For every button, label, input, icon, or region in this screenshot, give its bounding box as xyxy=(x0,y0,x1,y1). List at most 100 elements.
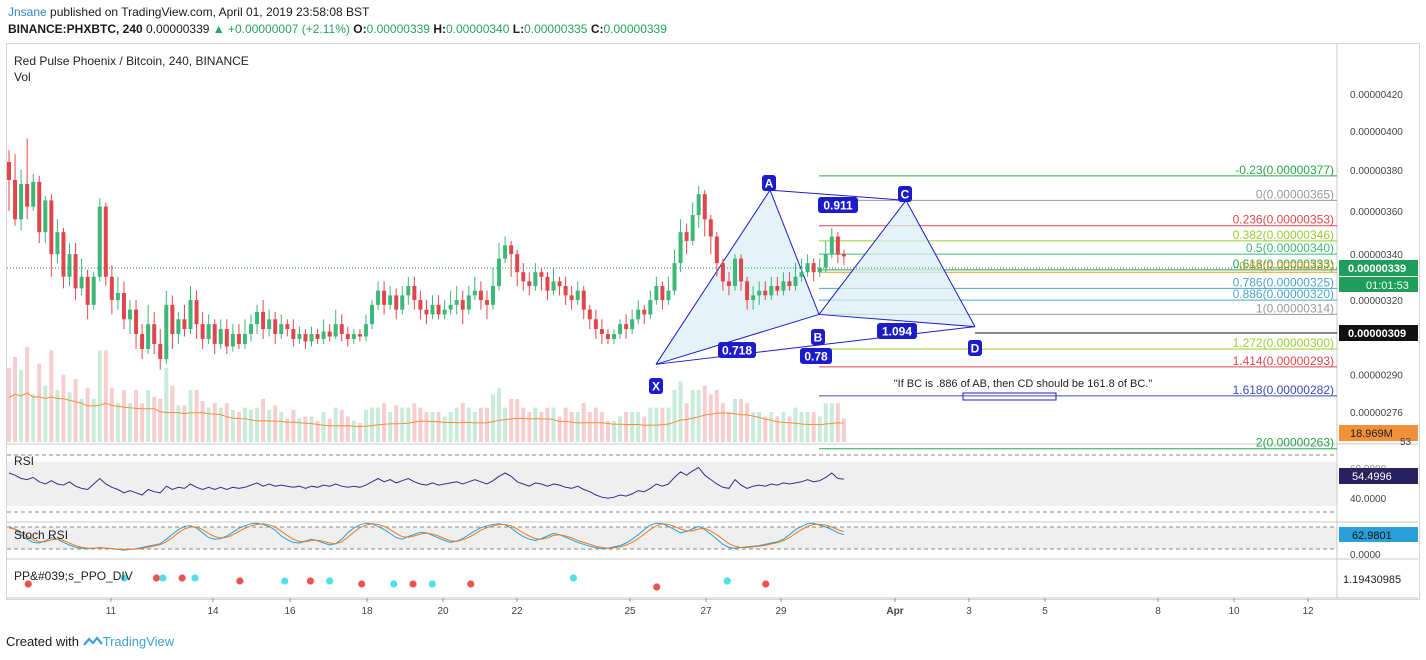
volume-bar xyxy=(176,405,181,442)
candle-body xyxy=(636,309,641,320)
last-price-badge xyxy=(1339,260,1418,276)
pattern-ratio-label: 1.094 xyxy=(882,325,912,339)
chart-frame[interactable] xyxy=(6,43,1420,600)
volume-bar xyxy=(424,412,429,442)
volume-bar xyxy=(751,412,756,442)
volume-bar xyxy=(97,350,102,442)
volume-bar xyxy=(406,407,411,442)
candle-body xyxy=(739,258,744,282)
candle-body xyxy=(726,281,731,287)
candle-body xyxy=(811,263,816,273)
volume-bar xyxy=(678,381,683,442)
volume-bar xyxy=(164,368,169,442)
volume-bar xyxy=(787,416,792,442)
volume-bar xyxy=(109,387,114,442)
pattern-point-c-bg xyxy=(898,186,912,202)
volume-bar xyxy=(13,357,18,442)
ppo-bull-dot xyxy=(281,577,289,585)
volume-bar xyxy=(733,398,737,442)
candle-body xyxy=(799,272,804,277)
countdown-badge xyxy=(1339,277,1418,292)
candle-body xyxy=(255,312,260,325)
price-tick-label: 0.00000320 xyxy=(1350,296,1403,307)
fib-level-label: 0(0.00000365) xyxy=(1256,187,1334,201)
volume-bar xyxy=(303,416,308,442)
candle-body xyxy=(345,333,350,339)
stoch-tick-0: 0.0000 xyxy=(1350,550,1381,561)
volume-bar xyxy=(236,412,241,442)
candle-body xyxy=(267,319,272,330)
candle-body xyxy=(509,245,514,255)
volume-bar xyxy=(242,407,247,442)
candlesticks xyxy=(7,138,846,370)
open-label: O: xyxy=(353,22,367,36)
candle-body xyxy=(618,324,623,334)
publish-info: Jnsane published on TradingView.com, Apr… xyxy=(8,5,369,19)
candle-body xyxy=(315,333,320,339)
candle-body xyxy=(7,161,11,180)
ppo-bull-dot xyxy=(723,577,731,585)
pattern-ratio-label: 0.78 xyxy=(804,350,828,364)
candle-body xyxy=(503,245,508,259)
volume-bar xyxy=(545,407,550,442)
volume-label: Vol xyxy=(14,70,31,84)
volume-bar xyxy=(448,412,453,442)
time-axis[interactable]: 11 14 16 18 20 22 25 27 29 Apr 3 5 8 10 12 xyxy=(106,598,1314,617)
volume-bar xyxy=(309,416,314,442)
volume-bar xyxy=(267,409,272,442)
candle-body xyxy=(242,333,247,344)
low-label: L: xyxy=(512,22,525,36)
pattern-ratio-label: 0.911 xyxy=(823,199,853,213)
ppo-bull-dot xyxy=(428,580,436,588)
candle-body xyxy=(194,300,199,325)
volume-bar xyxy=(509,398,514,442)
volume-bar xyxy=(587,412,592,442)
fib-level-label: 0.886(0.00000320) xyxy=(1233,287,1334,301)
candle-body xyxy=(109,276,114,301)
candle-body xyxy=(158,343,163,360)
volume-bar xyxy=(91,398,96,442)
ppo-bear-dot xyxy=(409,580,417,588)
volume-bar xyxy=(200,401,205,442)
volume-bar xyxy=(255,407,260,442)
footer-brand[interactable]: TradingView xyxy=(102,634,175,649)
time-tick-label: 25 xyxy=(624,606,636,617)
ppo-bear-dot xyxy=(467,580,475,588)
candle-body xyxy=(97,206,102,277)
volume-bar xyxy=(188,390,193,442)
rsi-band xyxy=(7,462,1337,506)
volume-bar xyxy=(551,407,556,442)
pattern-labels[interactable]: X A B C D 0.718 0.911 0.78 1.094 "If BC is .886 o… xyxy=(649,175,1152,401)
price-axis[interactable]: 0.00000420 0.00000400 0.00000380 0.00000360… xyxy=(1350,90,1403,419)
volume-bar xyxy=(666,407,671,442)
author-link[interactable]: Jnsane xyxy=(8,5,47,19)
candle-body xyxy=(612,333,616,339)
volume-bar xyxy=(285,418,290,442)
volume-bar xyxy=(745,403,750,442)
harmonic-pattern[interactable] xyxy=(655,189,976,365)
candle-body xyxy=(672,263,677,291)
volume-bar xyxy=(599,412,604,442)
candle-body xyxy=(176,319,181,334)
candle-body xyxy=(684,232,689,241)
fib-extension[interactable]: -0.23(0.00000377) 0(0.00000365) 0.236(0.00… xyxy=(819,163,1337,450)
volume-bar xyxy=(841,418,846,442)
candle-body xyxy=(763,290,768,296)
pattern-xb-leg xyxy=(655,313,820,365)
candle-body xyxy=(351,333,356,339)
pattern-xa-leg xyxy=(655,189,771,365)
price-tick-label: 0.00000340 xyxy=(1350,250,1403,261)
volume-bar xyxy=(539,412,544,442)
fib-level-label: 0.65(0.00000332) xyxy=(1239,259,1334,273)
volume-bar xyxy=(400,407,405,442)
volume-bar xyxy=(418,407,423,442)
ppo-bear-dot xyxy=(306,577,315,585)
volume-badge xyxy=(1339,425,1418,441)
candle-body xyxy=(581,290,586,310)
pattern-point-d-bg xyxy=(968,340,982,356)
volume-bar xyxy=(472,412,477,442)
candle-body xyxy=(805,263,810,273)
volume-bar xyxy=(170,385,175,442)
volume-ma-line xyxy=(8,392,844,428)
